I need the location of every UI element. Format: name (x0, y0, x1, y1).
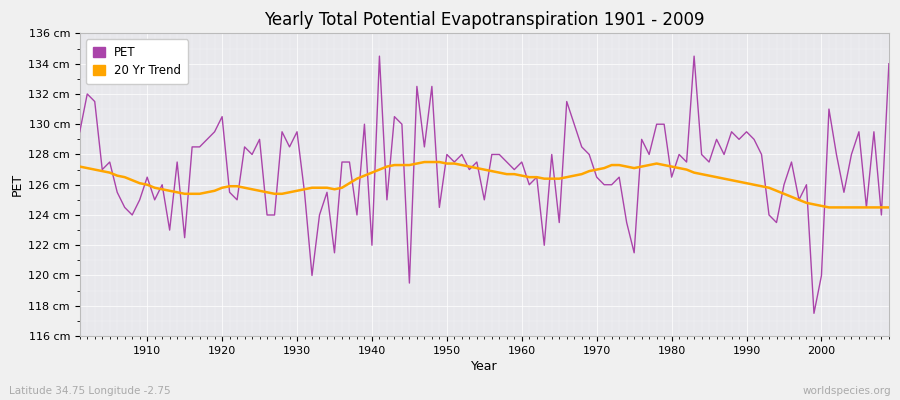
PET (614, 175, 625, 180)
20 Yr Trend (517, 173, 527, 178)
Text: Latitude 34.75 Longitude -2.75: Latitude 34.75 Longitude -2.75 (9, 386, 171, 396)
PET (134, 198, 145, 202)
PET (299, 190, 310, 195)
PET (344, 160, 355, 164)
PET (374, 54, 385, 58)
PET (517, 160, 527, 164)
20 Yr Trend (884, 205, 895, 210)
Line: PET: PET (80, 56, 889, 313)
20 Yr Trend (344, 181, 355, 186)
PET (884, 61, 895, 66)
PET (524, 182, 535, 187)
PET (75, 129, 86, 134)
20 Yr Trend (134, 181, 145, 186)
Legend: PET, 20 Yr Trend: PET, 20 Yr Trend (86, 39, 188, 84)
Text: worldspecies.org: worldspecies.org (803, 386, 891, 396)
20 Yr Trend (614, 163, 625, 168)
PET (808, 311, 819, 316)
20 Yr Trend (75, 164, 86, 169)
Line: 20 Yr Trend: 20 Yr Trend (80, 162, 889, 208)
Y-axis label: PET: PET (11, 173, 24, 196)
20 Yr Trend (299, 187, 310, 192)
20 Yr Trend (524, 175, 535, 180)
X-axis label: Year: Year (471, 360, 498, 373)
20 Yr Trend (419, 160, 430, 164)
20 Yr Trend (824, 205, 834, 210)
Title: Yearly Total Potential Evapotranspiration 1901 - 2009: Yearly Total Potential Evapotranspiratio… (264, 11, 705, 29)
